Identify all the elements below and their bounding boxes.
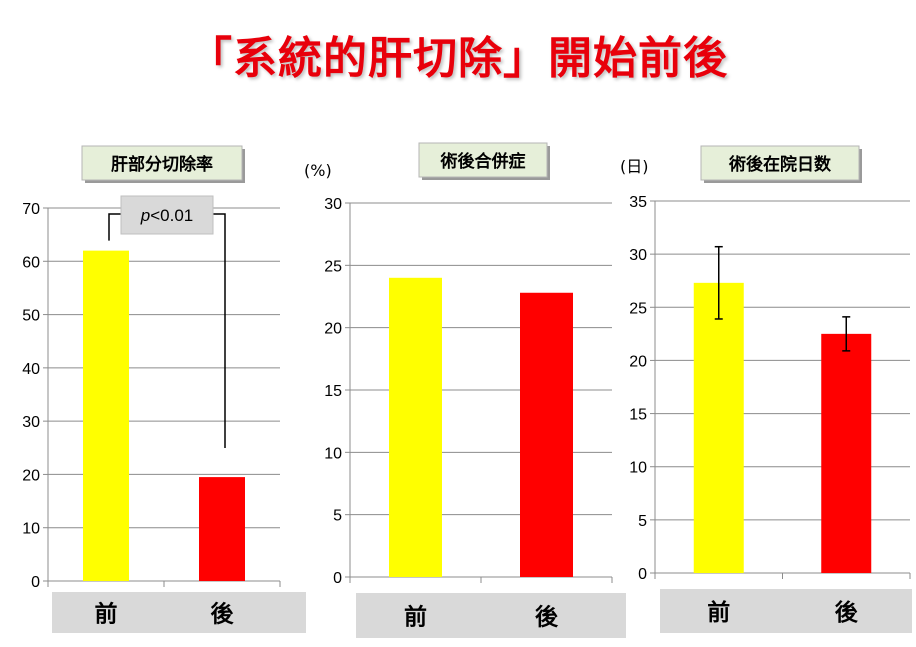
- y-tick-label: 35: [629, 194, 647, 211]
- y-tick-label: 30: [324, 196, 342, 213]
- y-tick-label: 25: [629, 300, 647, 317]
- significance-value: <0.01: [150, 206, 193, 225]
- category-band: [356, 593, 626, 638]
- y-tick-label: 20: [324, 321, 342, 338]
- y-tick-label: 15: [629, 407, 647, 424]
- page-title: 「系統的肝切除」開始前後: [188, 33, 728, 84]
- significance-bracket-left: [108, 213, 123, 241]
- category-label: 後: [211, 601, 235, 628]
- y-tick-label: 70: [22, 201, 40, 218]
- category-band: [660, 589, 912, 633]
- category-label: 後: [535, 604, 559, 631]
- y-tick-label: 20: [22, 467, 40, 484]
- y-tick-label: 40: [22, 361, 40, 378]
- significance-label-box: [120, 195, 214, 235]
- bar-before: [83, 250, 129, 581]
- significance-bracket-right: [213, 213, 226, 448]
- category-label: 前: [95, 601, 118, 628]
- bar-after: [199, 477, 245, 581]
- chart-title-box: [418, 142, 548, 178]
- category-label: 後: [835, 599, 859, 626]
- y-tick-label: 5: [333, 508, 342, 525]
- chart-2: 0 5 10 15 20 25 30 前 後 術後合併症 (%): [304, 142, 626, 638]
- y-tick-label: 10: [629, 460, 647, 477]
- bar-after: [821, 333, 872, 573]
- y-tick-label: 30: [22, 414, 40, 431]
- y-tick-label: 0: [638, 566, 647, 583]
- y-unit-label: (日): [620, 157, 649, 176]
- y-tick-label: 20: [629, 353, 647, 370]
- y-tick-label: 25: [324, 258, 342, 275]
- y-tick-label: 5: [638, 513, 647, 530]
- category-label: 前: [707, 599, 730, 626]
- bar-before: [389, 277, 442, 577]
- bar-after: [520, 292, 573, 577]
- significance-label: p<0.01: [140, 206, 193, 225]
- chart-title: 肝部分切除率: [111, 154, 213, 175]
- y-tick-label: 30: [629, 247, 647, 264]
- y-tick-label: 10: [324, 445, 342, 462]
- category-label: 前: [404, 604, 427, 631]
- y-tick-label: 10: [22, 521, 40, 538]
- significance-p: p: [140, 206, 150, 225]
- chart-3: 0 5 10 15 20 25 30 35 前 後 術後在院日数 (日): [620, 145, 912, 633]
- y-tick-label: 0: [31, 574, 40, 591]
- chart-title: 術後在院日数: [728, 154, 832, 175]
- y-tick-label: 0: [333, 570, 342, 587]
- y-tick-label: 50: [22, 308, 40, 325]
- y-unit-label: (%): [304, 161, 332, 180]
- chart-title-box: [700, 145, 860, 181]
- category-band: [52, 592, 306, 633]
- y-tick-label: 60: [22, 254, 40, 271]
- bar-before: [693, 282, 744, 573]
- chart-1: 0 10 20 30 40 50 60 70 前 後 肝部分切除率 p<0.01: [22, 145, 306, 633]
- chart-title-box: [81, 145, 243, 181]
- y-tick-label: 15: [324, 383, 342, 400]
- chart-title: 術後合併症: [440, 151, 526, 172]
